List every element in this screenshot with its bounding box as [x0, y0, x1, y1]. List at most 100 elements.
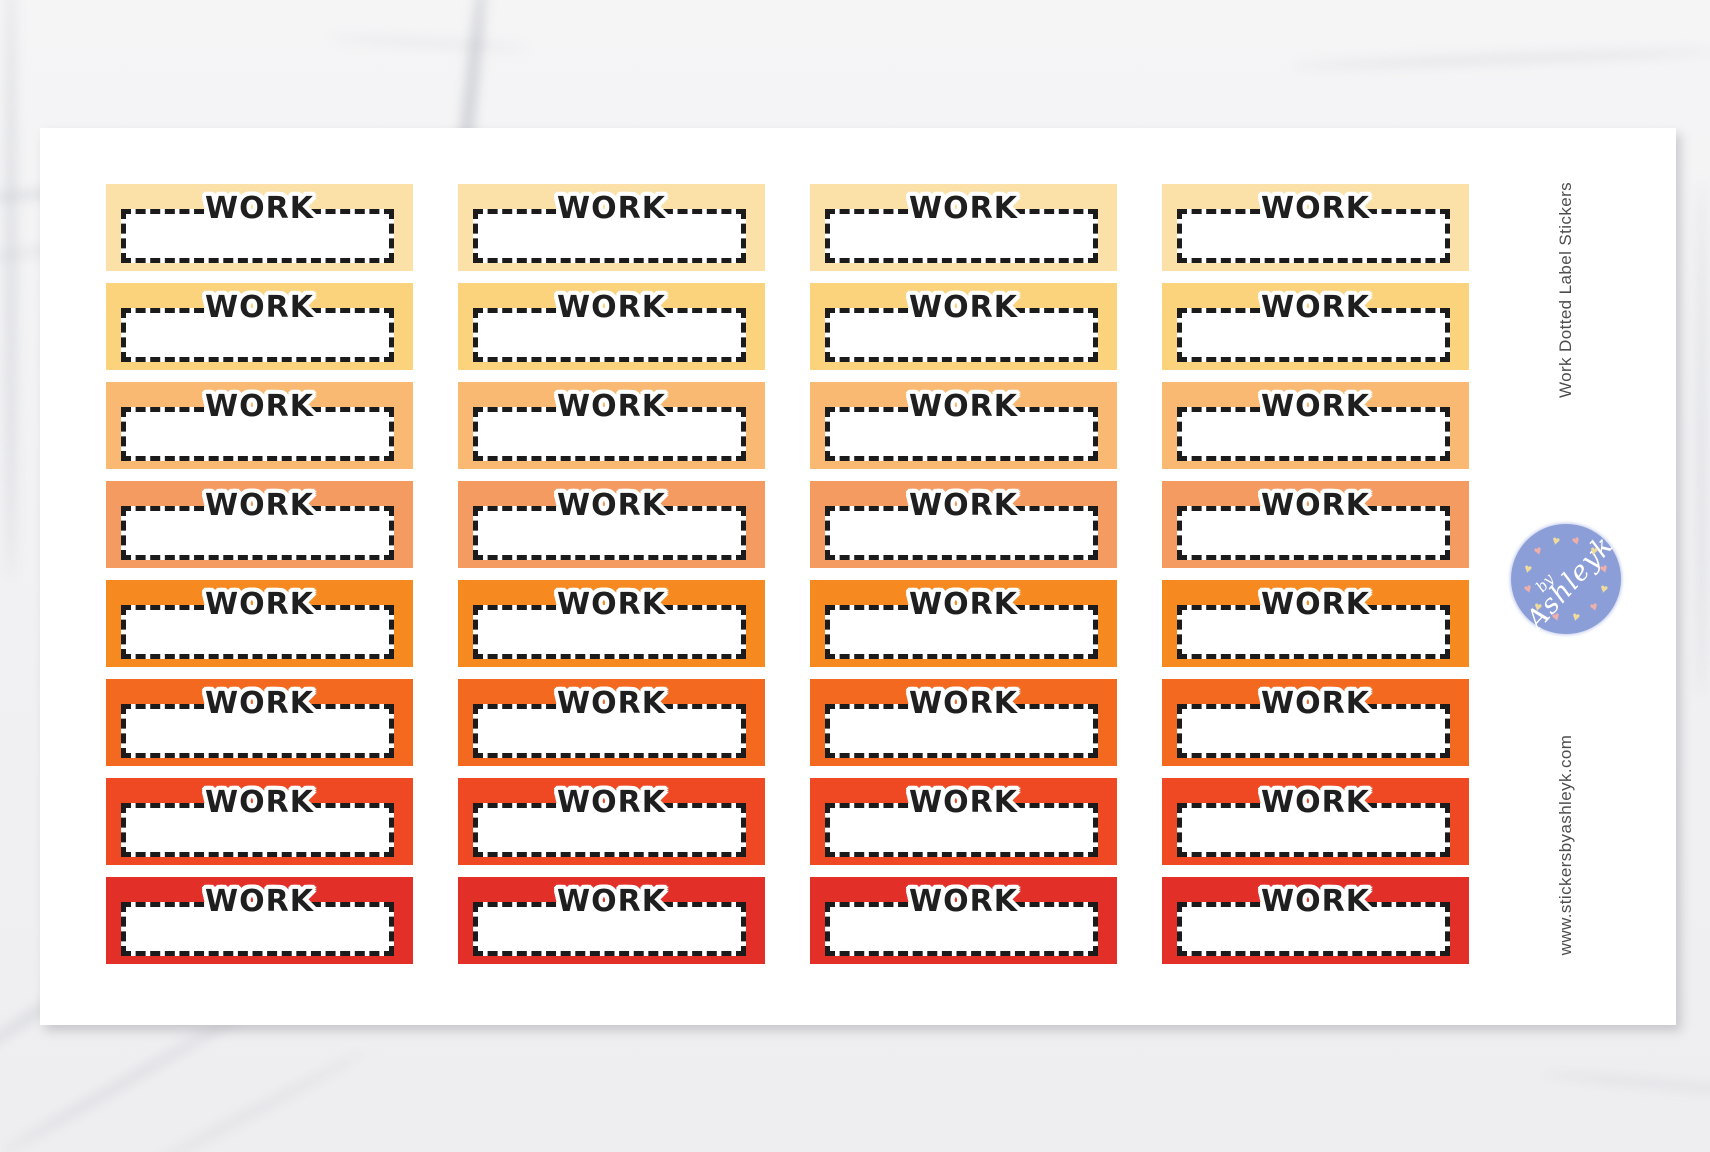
sticker-row-3-col-2: WORK	[458, 382, 765, 469]
write-in-box	[825, 506, 1098, 560]
sticker-label: WORK	[909, 587, 1018, 622]
sticker-label: WORK	[205, 389, 314, 424]
sticker-label: WORK	[205, 488, 314, 523]
sticker-label: WORK	[909, 488, 1018, 523]
sticker-row-7-col-4: WORK	[1162, 778, 1469, 865]
write-in-box	[1177, 407, 1450, 461]
sticker-label: WORK	[557, 389, 666, 424]
write-in-box	[1177, 209, 1450, 263]
sticker-row-2-col-4: WORK	[1162, 283, 1469, 370]
sticker-label: WORK	[909, 686, 1018, 721]
write-in-box	[473, 308, 746, 362]
write-in-box	[825, 704, 1098, 758]
brand-logo: by Ashleyk ♥ ♥ ♥ ♥ ♥ ♥ ♥ ♥ ♥ ♥ ♥ ♥	[1511, 524, 1621, 635]
write-in-box	[473, 209, 746, 263]
side-product-title: Work Dotted Label Stickers	[1556, 181, 1575, 399]
sticker-label: WORK	[205, 587, 314, 622]
sticker-label: WORK	[1261, 191, 1370, 226]
sticker-row-4-col-2: WORK	[458, 481, 765, 568]
sticker-row-2-col-2: WORK	[458, 283, 765, 370]
write-in-box	[121, 407, 394, 461]
write-in-box	[1177, 308, 1450, 362]
sticker-label: WORK	[1261, 785, 1370, 820]
write-in-box	[473, 605, 746, 659]
sticker-label: WORK	[1261, 488, 1370, 523]
marble-vein	[1289, 47, 1710, 71]
sticker-label: WORK	[1261, 884, 1370, 919]
sticker-row-4-col-3: WORK	[810, 481, 1117, 568]
sticker-label: WORK	[557, 587, 666, 622]
sticker-label: WORK	[205, 686, 314, 721]
sticker-row-5-col-4: WORK	[1162, 580, 1469, 667]
write-in-box	[825, 605, 1098, 659]
write-in-box	[1177, 803, 1450, 857]
sticker-row-5-col-1: WORK	[106, 580, 413, 667]
sticker-row-1-col-2: WORK	[458, 184, 765, 271]
write-in-box	[121, 209, 394, 263]
sticker-row-5-col-2: WORK	[458, 580, 765, 667]
write-in-box	[473, 506, 746, 560]
marble-vein	[1697, 180, 1706, 700]
sticker-row-1-col-3: WORK	[810, 184, 1117, 271]
write-in-box	[1177, 506, 1450, 560]
sticker-label: WORK	[909, 884, 1018, 919]
sticker-row-6-col-4: WORK	[1162, 679, 1469, 766]
marble-vein	[1540, 1069, 1710, 1099]
sticker-row-6-col-3: WORK	[810, 679, 1117, 766]
sticker-row-8-col-4: WORK	[1162, 877, 1469, 964]
write-in-box	[825, 407, 1098, 461]
sticker-label: WORK	[557, 290, 666, 325]
write-in-box	[473, 704, 746, 758]
write-in-box	[825, 902, 1098, 956]
write-in-box	[473, 902, 746, 956]
write-in-box	[121, 605, 394, 659]
sticker-row-5-col-3: WORK	[810, 580, 1117, 667]
sticker-label: WORK	[205, 290, 314, 325]
sticker-row-7-col-3: WORK	[810, 778, 1117, 865]
sticker-row-2-col-3: WORK	[810, 283, 1117, 370]
marble-vein	[133, 1049, 367, 1152]
sticker-label: WORK	[909, 785, 1018, 820]
logo-circle	[1511, 524, 1621, 634]
sticker-row-2-col-1: WORK	[106, 283, 413, 370]
sticker-row-7-col-1: WORK	[106, 778, 413, 865]
sticker-row-6-col-1: WORK	[106, 679, 413, 766]
sticker-row-4-col-1: WORK	[106, 481, 413, 568]
sticker-label: WORK	[557, 785, 666, 820]
write-in-box	[473, 407, 746, 461]
marble-vein	[329, 34, 531, 52]
sticker-row-8-col-2: WORK	[458, 877, 765, 964]
write-in-box	[121, 308, 394, 362]
write-in-box	[825, 803, 1098, 857]
sticker-label: WORK	[205, 785, 314, 820]
sticker-sheet: WORK WORK WORK WORK WORK WORK WORK WORK WORK WORK…	[40, 128, 1676, 1025]
sticker-row-7-col-2: WORK	[458, 778, 765, 865]
sticker-row-3-col-3: WORK	[810, 382, 1117, 469]
side-website-url: www.stickersbyashleyk.com	[1556, 734, 1575, 956]
write-in-box	[825, 308, 1098, 362]
sticker-label: WORK	[557, 686, 666, 721]
sticker-label: WORK	[205, 191, 314, 226]
sticker-row-6-col-2: WORK	[458, 679, 765, 766]
sticker-label: WORK	[909, 389, 1018, 424]
write-in-box	[1177, 902, 1450, 956]
sticker-row-3-col-4: WORK	[1162, 382, 1469, 469]
sticker-row-3-col-1: WORK	[106, 382, 413, 469]
sticker-label: WORK	[1261, 389, 1370, 424]
write-in-box	[121, 803, 394, 857]
sticker-grid: WORK WORK WORK WORK WORK WORK WORK WORK WORK WORK…	[106, 184, 1469, 964]
sticker-label: WORK	[1261, 686, 1370, 721]
sticker-label: WORK	[909, 191, 1018, 226]
sticker-row-8-col-1: WORK	[106, 877, 413, 964]
sticker-label: WORK	[909, 290, 1018, 325]
sticker-label: WORK	[557, 884, 666, 919]
sticker-label: WORK	[557, 488, 666, 523]
write-in-box	[121, 902, 394, 956]
write-in-box	[1177, 704, 1450, 758]
write-in-box	[121, 506, 394, 560]
write-in-box	[1177, 605, 1450, 659]
sticker-row-8-col-3: WORK	[810, 877, 1117, 964]
sticker-label: WORK	[557, 191, 666, 226]
sticker-label: WORK	[1261, 587, 1370, 622]
sticker-row-1-col-4: WORK	[1162, 184, 1469, 271]
